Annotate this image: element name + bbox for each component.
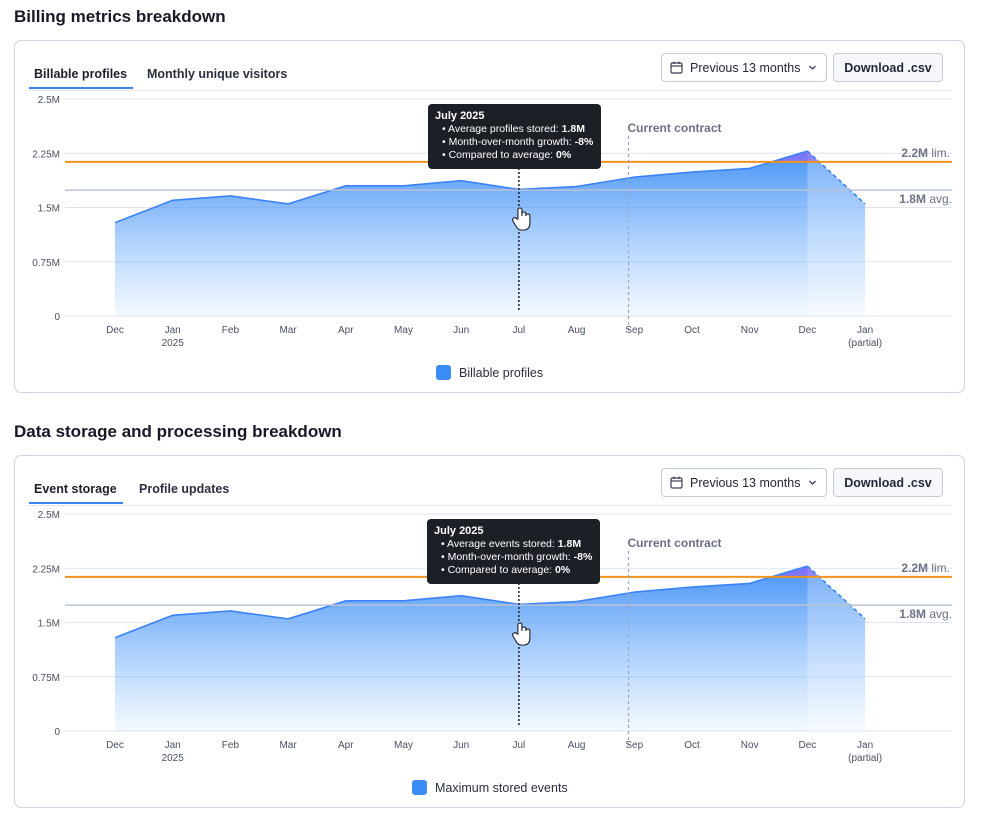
y-tick-label: 1.5M (38, 619, 60, 630)
y-tick-label: 0.75M (32, 258, 60, 269)
y-tick-label: 0.75M (32, 673, 60, 684)
x-tick-label: Jan (857, 740, 873, 751)
x-tick-label: Aug (568, 325, 586, 336)
x-tick-label: May (394, 740, 413, 751)
date-range-label: Previous 13 months (690, 475, 801, 490)
x-tick-label: Dec (799, 325, 817, 336)
partial-area (807, 566, 866, 731)
date-range-select[interactable]: Previous 13 months (661, 53, 827, 82)
limit-label: 2.2M lim. (901, 146, 950, 160)
x-tick-label: Jul (513, 325, 526, 336)
x-tick-label: Dec (799, 740, 817, 751)
tab-event-storage[interactable]: Event storage (29, 482, 123, 504)
over-limit-area (771, 566, 820, 577)
series-line-partial (806, 150, 866, 205)
x-tick-label: Mar (279, 740, 297, 751)
over-limit-area (771, 151, 820, 162)
section-title-data-storage: Data storage and processing breakdown (14, 422, 342, 441)
average-label: 1.8M avg. (899, 192, 952, 206)
series-area (115, 566, 866, 731)
legend-swatch (436, 365, 451, 380)
average-label: 1.8M avg. (899, 607, 952, 621)
tooltip-title: July 2025 (435, 110, 485, 122)
x-tick-label: May (394, 325, 413, 336)
y-tick-label: 0 (54, 727, 60, 738)
contract-label: Current contract (628, 536, 722, 550)
x-tick-label: Dec (106, 740, 124, 751)
x-tick-label: Mar (279, 325, 297, 336)
x-tick-label: Aug (568, 740, 586, 751)
series-line (114, 150, 808, 224)
series-line-partial (806, 565, 866, 620)
chart-tooltip: July 2025 Average events stored: 1.8M Mo… (427, 519, 601, 584)
calendar-icon (670, 476, 683, 489)
legend-label: Billable profiles (459, 365, 544, 380)
section-title-billing: Billing metrics breakdown (14, 7, 226, 26)
x-tick-label: Jan (857, 325, 873, 336)
download-csv-button[interactable]: Download .csv (833, 53, 943, 82)
chart-tooltip: July 2025 Average profiles stored: 1.8M … (428, 104, 602, 169)
x-tick-label: (partial) (848, 338, 882, 349)
x-tick-label: Feb (222, 740, 240, 751)
hand-cursor-icon (512, 622, 531, 646)
x-tick-label: Feb (222, 325, 240, 336)
chart-legend: Billable profiles (436, 365, 543, 380)
x-tick-label: Jan (165, 325, 181, 336)
x-tick-label: Oct (684, 325, 700, 336)
x-tick-label: Jan (165, 740, 181, 751)
tab-profile-updates[interactable]: Profile updates (139, 482, 230, 496)
download-csv-button[interactable]: Download .csv (833, 468, 943, 497)
date-range-select[interactable]: Previous 13 months (661, 468, 827, 497)
y-tick-label: 2.25M (32, 564, 60, 575)
chart-legend: Maximum stored events (412, 780, 568, 795)
tooltip-row: Month-over-month growth: -8% (435, 136, 594, 149)
chevron-down-icon (809, 65, 816, 70)
y-tick-label: 2.5M (38, 510, 60, 521)
x-tick-label: 2025 (162, 338, 185, 349)
x-tick-label: (partial) (848, 753, 882, 764)
x-tick-label: Apr (338, 740, 354, 751)
hand-cursor-icon (512, 207, 531, 231)
partial-area (807, 151, 866, 316)
y-tick-label: 1.5M (38, 204, 60, 215)
x-tick-label: Oct (684, 740, 700, 751)
x-tick-label: Jun (453, 740, 469, 751)
y-tick-label: 2.5M (38, 95, 60, 106)
calendar-icon (670, 61, 683, 74)
x-tick-label: 2025 (162, 753, 185, 764)
x-tick-label: Nov (741, 740, 759, 751)
billing-panel: Billable profiles Monthly unique visitor… (14, 40, 965, 393)
x-tick-label: Jun (453, 325, 469, 336)
tooltip-row: Average profiles stored: 1.8M (435, 123, 593, 136)
x-tick-label: Sep (625, 740, 643, 751)
series-area (115, 151, 866, 316)
tab-divider (29, 90, 952, 91)
contract-label: Current contract (628, 121, 722, 135)
chevron-down-icon (809, 480, 816, 485)
x-tick-label: Jul (513, 740, 526, 751)
tab-monthly-unique-visitors[interactable]: Monthly unique visitors (147, 67, 288, 81)
date-range-label: Previous 13 months (690, 60, 801, 75)
tooltip-row: Average events stored: 1.8M (434, 538, 592, 551)
x-tick-label: Apr (338, 325, 354, 336)
limit-label: 2.2M lim. (901, 561, 950, 575)
x-tick-label: Sep (625, 325, 643, 336)
tooltip-row: Month-over-month growth: -8% (434, 551, 593, 564)
tab-billable-profiles[interactable]: Billable profiles (28, 67, 134, 89)
storage-chart: 0 0.75M 1.5M 2.25M 2.5M 2.2M lim. 1.8M avg. Cur… (32, 510, 952, 764)
billing-chart: 0 0.75M 1.5M 2.25M 2.5M 2.2M lim. 1.8M avg. Cur… (32, 95, 952, 349)
y-tick-label: 2.25M (32, 149, 60, 160)
y-tick-label: 0 (54, 312, 60, 323)
x-tick-label: Nov (741, 325, 759, 336)
tab-divider (29, 505, 952, 506)
x-tick-label: Dec (106, 325, 124, 336)
legend-label: Maximum stored events (435, 780, 568, 795)
tooltip-row: Compared to average: 0% (434, 564, 592, 577)
series-line (114, 565, 808, 639)
tooltip-row: Compared to average: 0% (435, 149, 593, 162)
tooltip-title: July 2025 (434, 525, 484, 537)
legend-swatch (412, 780, 427, 795)
storage-panel: Event storage Profile updates Previous 1… (14, 455, 965, 808)
